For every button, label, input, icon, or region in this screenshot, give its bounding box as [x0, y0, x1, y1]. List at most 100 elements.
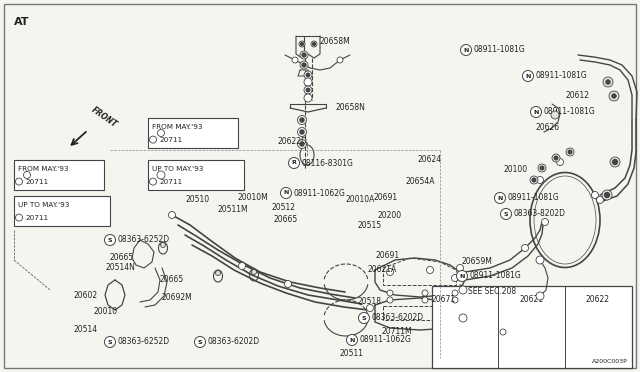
- Circle shape: [536, 176, 543, 183]
- Circle shape: [300, 118, 304, 122]
- Ellipse shape: [594, 330, 602, 339]
- Text: 20671: 20671: [432, 295, 456, 305]
- Circle shape: [298, 128, 307, 137]
- Circle shape: [298, 115, 307, 125]
- Text: 20511M: 20511M: [218, 205, 248, 215]
- Circle shape: [300, 130, 304, 134]
- Text: 08911-1081G: 08911-1081G: [535, 71, 587, 80]
- Circle shape: [540, 166, 544, 170]
- Circle shape: [306, 88, 310, 92]
- Text: 20515: 20515: [357, 221, 381, 230]
- Circle shape: [551, 111, 559, 119]
- Text: 08911-1081G: 08911-1081G: [469, 272, 521, 280]
- Circle shape: [426, 266, 433, 273]
- Circle shape: [536, 292, 544, 300]
- Text: 20602: 20602: [74, 292, 98, 301]
- Circle shape: [304, 94, 312, 102]
- Circle shape: [554, 156, 558, 160]
- Text: 08116-8301G: 08116-8301G: [301, 158, 353, 167]
- Circle shape: [568, 150, 572, 154]
- Text: A200C003P: A200C003P: [592, 359, 628, 364]
- Circle shape: [456, 264, 463, 272]
- Text: N: N: [525, 74, 531, 78]
- Circle shape: [530, 176, 538, 184]
- Text: 20654A: 20654A: [406, 177, 435, 186]
- Circle shape: [387, 297, 393, 303]
- Text: 08363-6252D: 08363-6252D: [117, 337, 169, 346]
- Circle shape: [461, 45, 472, 55]
- Circle shape: [161, 243, 166, 247]
- Text: 20514N: 20514N: [106, 263, 136, 273]
- Circle shape: [157, 171, 165, 179]
- Circle shape: [612, 160, 618, 164]
- Text: S: S: [108, 340, 112, 344]
- Circle shape: [104, 337, 115, 347]
- Circle shape: [536, 256, 544, 264]
- Text: 20622: 20622: [586, 295, 610, 305]
- Circle shape: [216, 270, 221, 276]
- Text: 20100: 20100: [504, 166, 528, 174]
- Text: 20010: 20010: [94, 308, 118, 317]
- Circle shape: [603, 77, 613, 87]
- Text: 20514: 20514: [74, 326, 98, 334]
- Bar: [148, 118, 238, 148]
- Circle shape: [306, 73, 310, 77]
- Circle shape: [150, 136, 157, 143]
- Text: 08363-6252D: 08363-6252D: [117, 235, 169, 244]
- Text: 08911-1062G: 08911-1062G: [359, 336, 411, 344]
- Text: N: N: [284, 190, 289, 196]
- Text: 20658N: 20658N: [336, 103, 366, 112]
- Circle shape: [104, 234, 115, 246]
- Circle shape: [610, 157, 620, 167]
- Circle shape: [538, 164, 546, 172]
- Ellipse shape: [528, 330, 534, 337]
- Text: 20510: 20510: [186, 196, 210, 205]
- Circle shape: [612, 94, 616, 98]
- Text: S: S: [504, 212, 508, 217]
- Circle shape: [605, 192, 609, 198]
- Text: N: N: [460, 273, 465, 279]
- Text: 08911-1062G: 08911-1062G: [293, 189, 345, 198]
- Text: N: N: [497, 196, 502, 201]
- Text: 08911-1081G: 08911-1081G: [543, 108, 595, 116]
- Circle shape: [239, 263, 246, 269]
- Bar: [438, 311, 456, 339]
- Circle shape: [387, 290, 393, 296]
- Text: 20711: 20711: [25, 215, 48, 221]
- Text: FROM MAY.'93: FROM MAY.'93: [18, 166, 68, 172]
- Text: S: S: [108, 237, 112, 243]
- Text: 08363-6202D: 08363-6202D: [371, 314, 423, 323]
- Circle shape: [541, 218, 548, 225]
- Text: 20621A: 20621A: [368, 266, 397, 275]
- Circle shape: [304, 86, 312, 94]
- Text: 20691: 20691: [376, 250, 400, 260]
- Circle shape: [451, 275, 458, 282]
- Circle shape: [602, 190, 612, 200]
- Text: 20612: 20612: [566, 92, 590, 100]
- Circle shape: [292, 57, 298, 63]
- Text: 20200: 20200: [378, 211, 402, 219]
- Circle shape: [422, 297, 428, 303]
- Circle shape: [302, 53, 306, 57]
- Circle shape: [304, 71, 312, 79]
- Circle shape: [302, 63, 306, 67]
- Circle shape: [522, 244, 529, 251]
- Text: N: N: [349, 337, 355, 343]
- Circle shape: [304, 78, 312, 86]
- Text: 20010M: 20010M: [238, 193, 269, 202]
- Circle shape: [15, 214, 22, 221]
- Text: 20010A: 20010A: [346, 196, 376, 205]
- Text: 20622D: 20622D: [278, 138, 308, 147]
- Circle shape: [15, 178, 22, 185]
- Circle shape: [495, 192, 506, 203]
- Circle shape: [459, 286, 467, 294]
- Text: 20659M: 20659M: [462, 257, 493, 266]
- Circle shape: [532, 178, 536, 182]
- Circle shape: [195, 337, 205, 347]
- Text: 20691: 20691: [374, 193, 398, 202]
- Circle shape: [387, 269, 394, 276]
- Circle shape: [459, 314, 467, 322]
- Bar: [432, 286, 632, 368]
- Text: N: N: [463, 48, 468, 52]
- Circle shape: [522, 71, 534, 81]
